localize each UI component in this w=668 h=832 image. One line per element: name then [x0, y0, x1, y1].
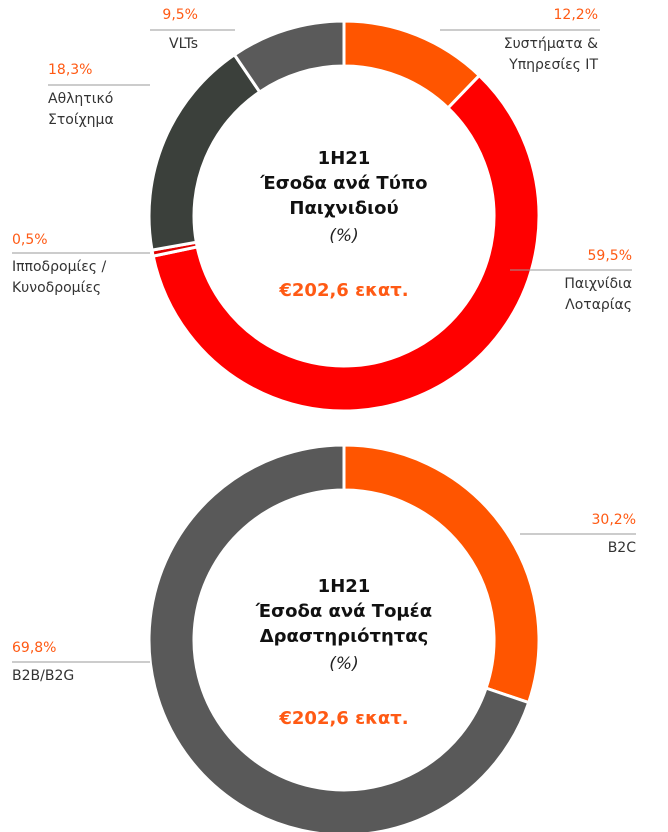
total-annotation: €202,6 εκατ. — [279, 280, 409, 301]
category-label: Ιπποδρομίες / Κυνοδρομίες — [12, 259, 107, 296]
category-label: Αθλητικό Στοίχημα — [48, 91, 114, 128]
donut-segment — [151, 73, 541, 413]
category-label: Συστήματα & Υπηρεσίες IT — [503, 36, 598, 73]
chart-subtitle: (%) — [329, 654, 359, 674]
value-label: 30,2% — [591, 512, 636, 528]
value-label: 9,5% — [162, 7, 198, 23]
donut-segment — [147, 443, 531, 832]
category-label: Παιχνίδια Λοταρίας — [564, 276, 632, 313]
category-label: B2C — [607, 540, 636, 556]
value-label: 69,8% — [12, 640, 57, 656]
value-label: 59,5% — [587, 248, 632, 264]
chart-title: 1H21 Έσοδα ανά Τύπο Παιχνιδιού — [260, 148, 428, 219]
category-label: B2B/B2G — [12, 668, 75, 684]
value-label: 0,5% — [12, 232, 48, 248]
total-annotation: €202,6 εκατ. — [279, 708, 409, 729]
chart-subtitle: (%) — [329, 226, 359, 246]
value-label: 12,2% — [553, 7, 598, 23]
category-label: VLTs — [169, 36, 198, 52]
value-label: 18,3% — [48, 62, 93, 78]
donut-segment — [232, 19, 346, 95]
chart-title: 1H21 Έσοδα ανά Τομέα Δραστηριότητας — [255, 576, 433, 647]
